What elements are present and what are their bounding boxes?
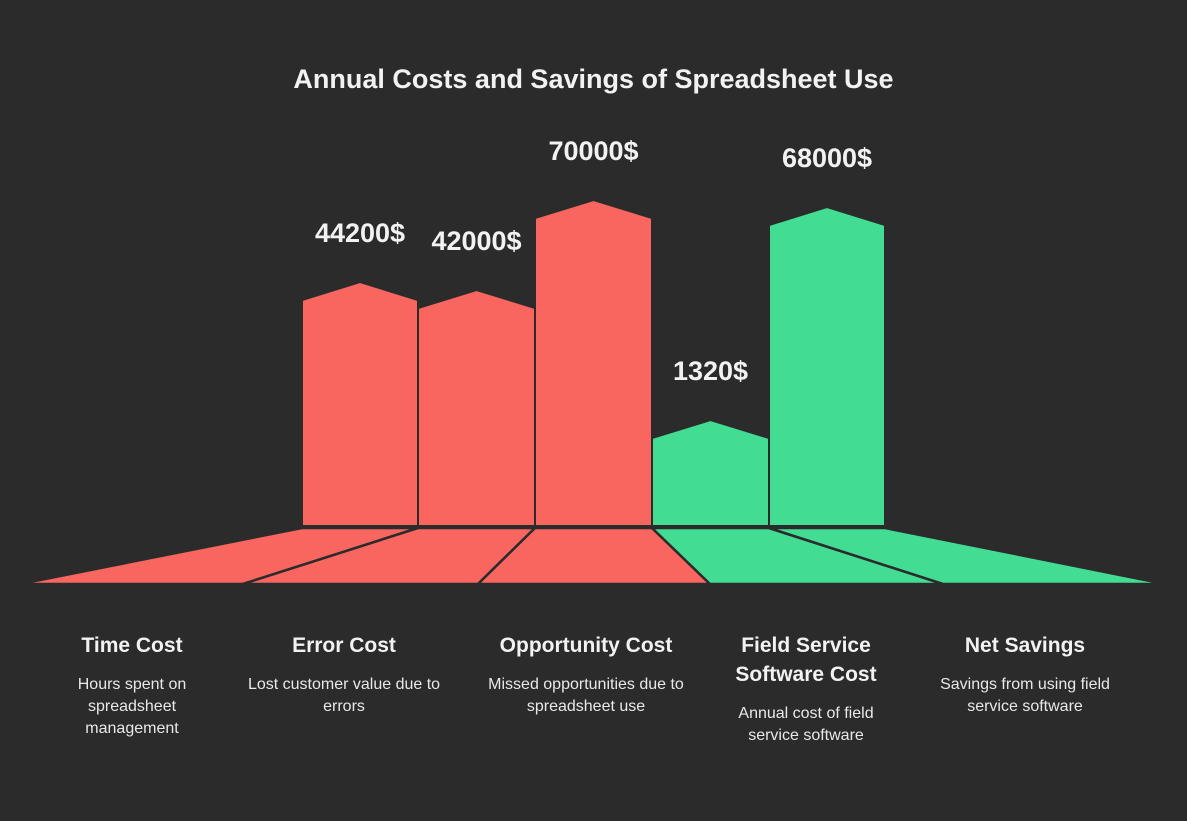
value-label: 68000$: [782, 143, 872, 173]
category-title: Time Cost: [81, 634, 183, 657]
category-net-savings: Net Savings Savings from using field ser…: [915, 631, 1135, 718]
value-label: 44200$: [315, 218, 405, 248]
category-error-cost: Error Cost Lost customer value due to er…: [234, 631, 454, 718]
value-label: 70000$: [548, 136, 638, 166]
category-field-service-software-cost: Field Service Software Cost Annual cost …: [696, 631, 916, 747]
category-description: Missed opportunities due to spreadsheet …: [488, 676, 684, 715]
category-title: Opportunity Cost: [499, 634, 673, 657]
category-description: Annual cost of field service software: [738, 705, 874, 744]
bar-3: [651, 418, 770, 527]
value-label: 42000$: [431, 226, 521, 256]
bar-1: [417, 288, 536, 527]
category-title: Field Service Software Cost: [735, 634, 877, 686]
category-description: Lost customer value due to errors: [247, 676, 441, 715]
bar-2: [534, 198, 653, 527]
chart-title: Annual Costs and Savings of Spreadsheet …: [293, 64, 894, 94]
value-label: 1320$: [673, 356, 748, 386]
floor-segment-4: [768, 526, 1166, 586]
category-description: Savings from using field service softwar…: [940, 676, 1110, 715]
category-time-cost: Time Cost Hours spent on spreadsheet man…: [22, 631, 242, 740]
bar-0: [301, 280, 419, 527]
category-title: Net Savings: [964, 634, 1086, 657]
category-description: Hours spent on spreadsheet management: [77, 676, 187, 737]
category-title: Error Cost: [292, 634, 396, 657]
category-opportunity-cost: Opportunity Cost Missed opportunities du…: [476, 631, 696, 718]
bar-4: [768, 205, 886, 527]
